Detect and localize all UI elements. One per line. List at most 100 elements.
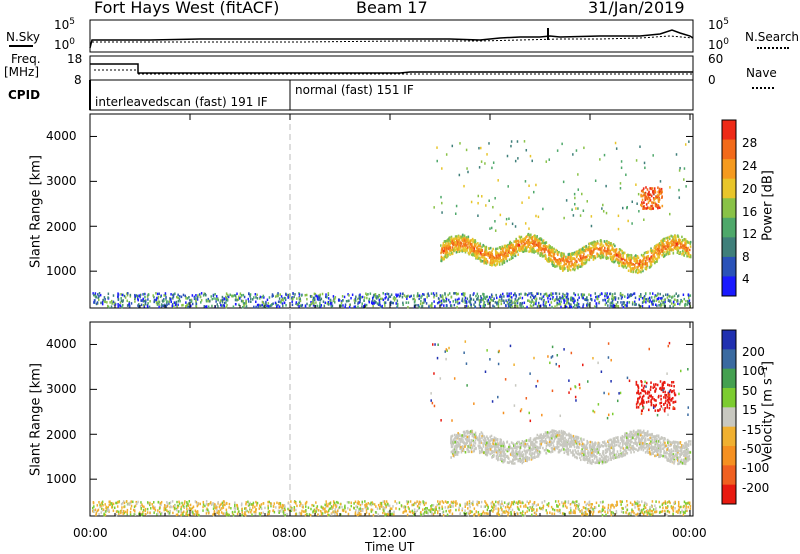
velocity-cell: [468, 509, 471, 513]
velocity-cell: [187, 513, 190, 517]
power-cell: [378, 298, 381, 302]
power-cell: [292, 297, 294, 300]
power-cell: [215, 294, 218, 298]
power-cell: [443, 257, 445, 261]
power-cell: [590, 246, 593, 250]
velocity-cell: [92, 501, 95, 505]
velocity-cell: [115, 501, 117, 505]
velocity-cell: [253, 510, 255, 514]
velocity-cell: [136, 502, 138, 506]
power-cell: [603, 249, 605, 252]
power-cell: [626, 296, 629, 299]
power-cell: [276, 294, 279, 298]
velocity-cell: [650, 513, 653, 517]
velocity-cell: [644, 501, 646, 505]
velocity-cell: [325, 510, 327, 513]
power-cell: [638, 259, 641, 263]
power-cell: [665, 253, 667, 256]
power-cell: [483, 296, 486, 299]
velocity-cell: [304, 513, 307, 517]
power-cell: [683, 297, 686, 301]
power-cell: [547, 294, 549, 298]
power-cell: [614, 292, 616, 295]
power-cell: [178, 295, 181, 298]
power-cell: [568, 302, 571, 306]
power-cell: [106, 304, 109, 308]
velocity-cell: [367, 507, 369, 510]
nsky-top-tick: 105: [54, 17, 76, 32]
velocity-cell: [228, 513, 230, 517]
power-cell: [445, 254, 448, 258]
power-cell: [284, 296, 287, 300]
power-cell: [657, 206, 659, 210]
power-cell: [609, 302, 612, 305]
velocity-cell: [650, 505, 653, 508]
power-cell: [462, 293, 465, 297]
velocity-cell: [487, 512, 489, 516]
velocity-cell: [180, 513, 182, 517]
power-cell: [537, 301, 540, 305]
velocity-cell: [507, 502, 510, 506]
power-cell: [551, 246, 553, 249]
power-cell: [95, 302, 98, 306]
power-cell: [483, 301, 486, 304]
power-cell: [567, 269, 569, 272]
power-cell: [585, 260, 588, 264]
power-cell: [478, 248, 480, 251]
power-cell: [454, 235, 457, 238]
power-cell: [686, 303, 689, 306]
power-cell: [628, 254, 630, 257]
power-cell: [365, 293, 368, 297]
velocity-cell: [459, 513, 461, 516]
velocity-cell: [449, 503, 451, 507]
power-cell: [214, 292, 216, 296]
freq-panel-frame: [89, 55, 694, 81]
power-cell: [611, 248, 613, 252]
velocity-cell: [282, 504, 285, 507]
velocity-cell: [520, 501, 522, 505]
power-cell: [122, 299, 124, 302]
power-cell: [681, 235, 683, 239]
power-cell: [327, 292, 330, 295]
power-cell: [537, 239, 540, 242]
velocity-cell: [567, 501, 570, 504]
velocity-cell: [418, 500, 421, 504]
power-cell: [533, 301, 535, 304]
power-cell: [650, 260, 653, 263]
velocity-cell: [497, 512, 499, 515]
power-cell: [463, 184, 465, 188]
power-cell: [579, 251, 582, 255]
velocity-cell: [507, 513, 509, 517]
velocity-cell: [225, 508, 228, 512]
velocity-cell: [620, 510, 623, 514]
power-cell: [551, 260, 554, 264]
power-cell: [562, 268, 564, 271]
velocity-cell: [484, 500, 486, 503]
power-cell: [621, 261, 623, 264]
velocity-cell: [490, 502, 492, 505]
power-cell: [520, 240, 523, 244]
power-cell: [625, 173, 627, 177]
power-cell: [648, 196, 651, 200]
power-cell: [610, 256, 613, 259]
velocity-cell: [578, 503, 580, 507]
power-cell: [440, 244, 442, 247]
power-cell: [666, 236, 669, 240]
power-cell: [96, 301, 99, 304]
power-cell: [121, 293, 124, 297]
velocity-cell: [486, 508, 489, 512]
power-cell: [439, 294, 442, 297]
velocity-cell: [180, 509, 182, 513]
velocity-cell: [647, 511, 650, 514]
power-cell: [660, 297, 662, 300]
velocity-cell: [551, 507, 554, 511]
velocity-cell: [230, 506, 232, 510]
velocity-cell: [357, 513, 360, 516]
velocity-cell: [225, 502, 228, 505]
power-cell: [482, 256, 484, 259]
power-cell: [544, 304, 547, 307]
power-cell: [608, 252, 610, 255]
power-cell: [403, 294, 406, 297]
power-cell: [563, 259, 566, 263]
power-cell: [563, 299, 565, 302]
